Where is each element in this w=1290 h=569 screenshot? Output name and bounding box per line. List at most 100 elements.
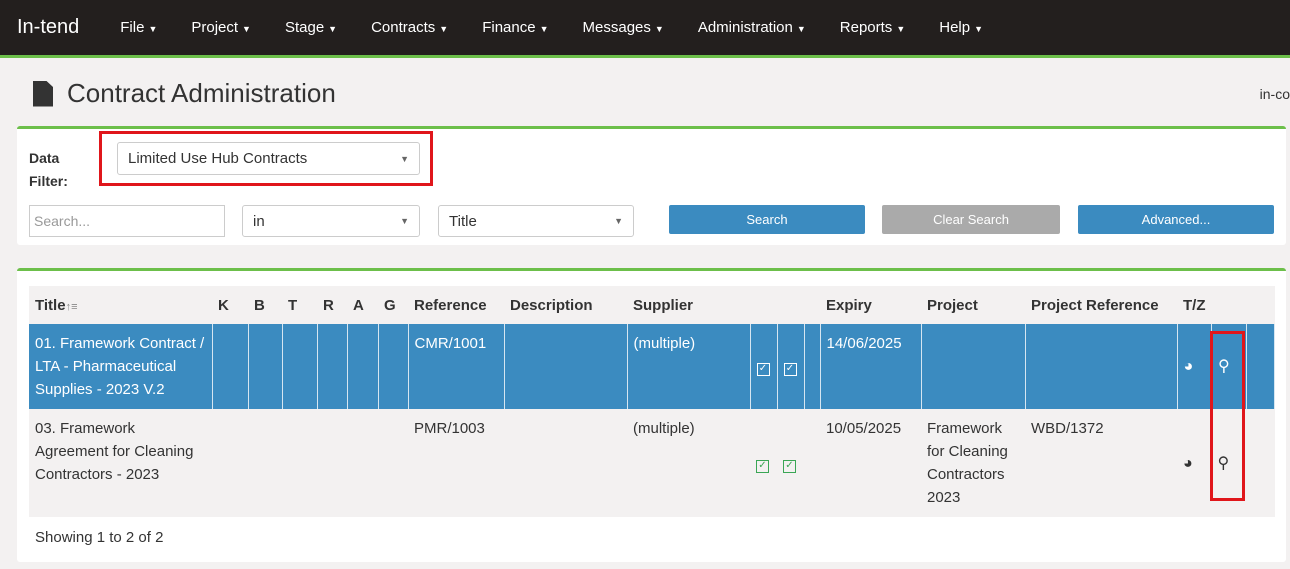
table-row[interactable]: 03. Framework Agreement for Cleaning Con… [29,409,1275,517]
cell-g [378,324,409,409]
chevron-down-icon: ▼ [614,216,623,226]
nav-administration[interactable]: Administration ▼ [698,19,806,36]
nav-project[interactable]: Project ▼ [191,19,251,36]
nav-stage[interactable]: Stage ▼ [285,19,337,36]
cell-title[interactable]: 01. Framework Contract / LTA - Pharmaceu… [29,324,213,409]
sort-icon: ↑≡ [65,300,78,313]
caret-down-icon: ▼ [148,24,158,34]
highlight-box [99,131,433,186]
col-expiry[interactable]: Expiry [820,286,921,324]
cell-r [317,324,348,409]
filter-panel: Data Filter: Limited Use Hub Contracts ▼ S… [17,126,1286,245]
hub-link-icon[interactable]: ⚲ [1218,358,1230,375]
nav-label: File [120,19,145,36]
col-k[interactable]: K [212,286,248,324]
select-value: in [253,212,265,230]
col-g[interactable]: G [378,286,408,324]
nav-finance[interactable]: Finance ▼ [482,19,548,36]
search-field-select[interactable]: Title ▼ [438,205,634,237]
top-nav: In-tend File ▼ Project ▼ Stage ▼ Contracts ▼… [0,0,1290,58]
cell-check2: ✓ [777,324,805,409]
data-filter-select[interactable]: Limited Use Hub Contracts ▼ [117,142,420,175]
brand-logo[interactable]: In-tend [17,16,80,38]
nav-messages[interactable]: Messages ▼ [583,19,664,36]
col-project[interactable]: Project [921,286,1025,324]
globe-icon[interactable]: ◕ [1183,454,1193,472]
checkbox-checked-icon: ✓ [756,459,769,473]
chevron-down-icon: ▼ [400,153,409,164]
col-a[interactable]: A [347,286,378,324]
col-reference[interactable]: Reference [408,286,504,324]
cell-t [282,409,317,517]
clear-search-button[interactable]: Clear Search [882,205,1060,234]
cell-r [317,409,347,517]
select-value: Title [449,212,477,230]
cell-k [212,324,249,409]
cell-g [378,409,408,517]
nav-label: Finance [482,19,536,36]
col-description[interactable]: Description [504,286,627,324]
cell-description [504,409,627,517]
nav-file[interactable]: File ▼ [120,19,157,36]
cell-expiry: 10/05/2025 [820,409,921,517]
nav-label: Project [191,19,239,36]
cell-k [212,409,248,517]
cell-actions: ⚲ [1211,324,1247,409]
cell-a [347,324,379,409]
select-value: Limited Use Hub Contracts [128,150,308,167]
col-t[interactable]: T [282,286,317,324]
nav-help[interactable]: Help ▼ [939,19,983,36]
caret-down-icon: ▼ [328,24,338,34]
table-row[interactable]: 01. Framework Contract / LTA - Pharmaceu… [29,324,1275,409]
col-r[interactable]: R [317,286,347,324]
cell-blank [804,409,820,517]
cell-check2: ✓ [777,409,804,517]
cell-t [282,324,318,409]
checkbox-checked-icon: ✓ [783,459,796,473]
caret-down-icon: ▼ [896,24,906,34]
cell-description [504,324,628,409]
nav-label: Messages [582,19,651,36]
hub-link-icon[interactable]: ⚲ [1217,454,1230,472]
col-supplier[interactable]: Supplier [627,286,750,324]
search-input[interactable]: Search... [29,205,225,237]
cell-check1: ✓ [750,324,778,409]
results-panel: Title↑≡ K B T R A G Reference Descriptio… [17,268,1286,562]
caret-down-icon: ▼ [796,24,806,34]
caret-down-icon: ▼ [539,24,549,34]
cell-end [1246,409,1275,517]
cell-project-reference [1025,324,1178,409]
cell-tz: ◕ [1177,409,1212,517]
page-title: Contract Administration [33,78,336,109]
contract-document-icon [33,80,53,107]
cell-project [921,324,1026,409]
nav-contracts[interactable]: Contracts ▼ [371,19,448,36]
cell-supplier: (multiple) [627,324,751,409]
col-title[interactable]: Title↑≡ [29,286,212,324]
col-blank [804,286,820,324]
col-check1 [750,286,777,324]
cell-reference: CMR/1001 [408,324,505,409]
cell-b [248,324,283,409]
nav-reports[interactable]: Reports ▼ [840,19,905,36]
caret-down-icon: ▼ [654,24,664,34]
header-label: Title [35,296,66,314]
advanced-button[interactable]: Advanced... [1078,205,1274,234]
col-tz[interactable]: T/Z [1177,286,1212,324]
contracts-table: Title↑≡ K B T R A G Reference Descriptio… [29,286,1275,517]
caret-down-icon: ▼ [974,24,984,34]
col-project-reference[interactable]: Project Reference [1025,286,1177,324]
nav-label: Stage [284,19,325,36]
cell-reference: PMR/1003 [408,409,504,517]
search-button[interactable]: Search [669,205,865,234]
chevron-down-icon: ▼ [400,216,409,226]
nav-label: Help [939,19,971,36]
caret-down-icon: ▼ [242,24,251,34]
cell-title[interactable]: 03. Framework Agreement for Cleaning Con… [29,409,212,517]
col-b[interactable]: B [248,286,282,324]
cell-expiry: 14/06/2025 [820,324,922,409]
data-filter-label: Data Filter: [29,147,68,193]
nav-label: Contracts [371,19,436,36]
search-operator-select[interactable]: in ▼ [242,205,420,237]
globe-icon[interactable]: ◕ [1183,358,1194,375]
